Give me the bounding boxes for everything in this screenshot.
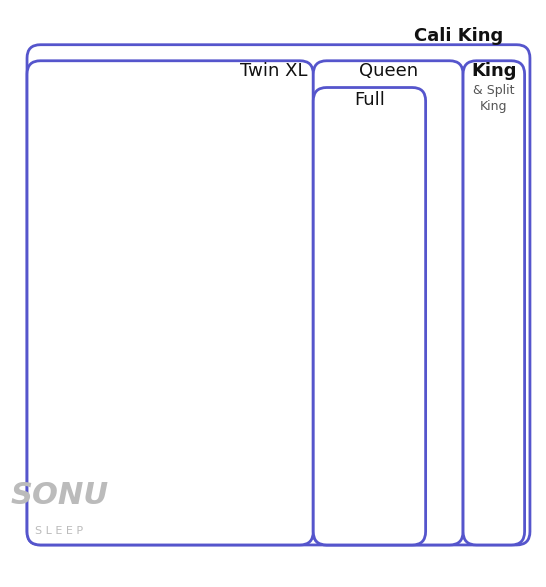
Text: SONU: SONU	[10, 481, 108, 510]
FancyBboxPatch shape	[27, 61, 313, 545]
Text: Cali King: Cali King	[414, 27, 503, 45]
Text: Full: Full	[354, 91, 385, 109]
FancyBboxPatch shape	[27, 45, 530, 545]
Text: King: King	[471, 62, 517, 80]
FancyBboxPatch shape	[313, 61, 463, 545]
FancyBboxPatch shape	[463, 61, 525, 545]
Text: Queen: Queen	[359, 62, 418, 80]
Text: Twin XL: Twin XL	[240, 62, 308, 80]
Text: S L E E P: S L E E P	[35, 526, 83, 537]
FancyBboxPatch shape	[313, 87, 426, 545]
Text: & Split
King: & Split King	[473, 84, 514, 113]
